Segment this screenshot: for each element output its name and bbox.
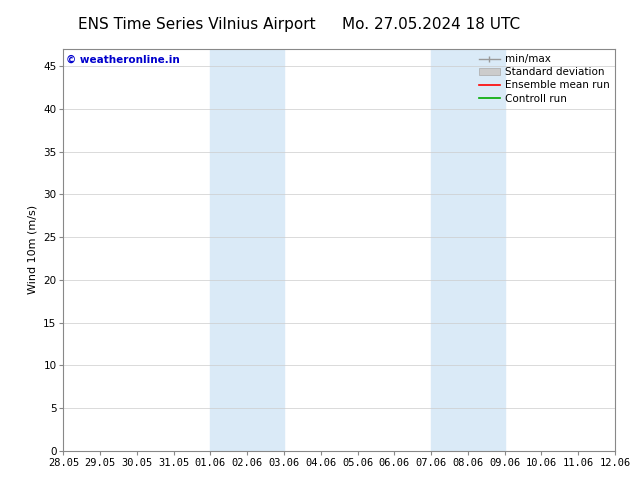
Bar bbox=[431, 49, 505, 451]
Text: ENS Time Series Vilnius Airport: ENS Time Series Vilnius Airport bbox=[78, 17, 315, 32]
Bar bbox=[210, 49, 284, 451]
Text: Mo. 27.05.2024 18 UTC: Mo. 27.05.2024 18 UTC bbox=[342, 17, 520, 32]
Text: © weatheronline.in: © weatheronline.in bbox=[66, 55, 180, 65]
Legend: min/max, Standard deviation, Ensemble mean run, Controll run: min/max, Standard deviation, Ensemble me… bbox=[476, 51, 613, 107]
Y-axis label: Wind 10m (m/s): Wind 10m (m/s) bbox=[28, 205, 37, 294]
